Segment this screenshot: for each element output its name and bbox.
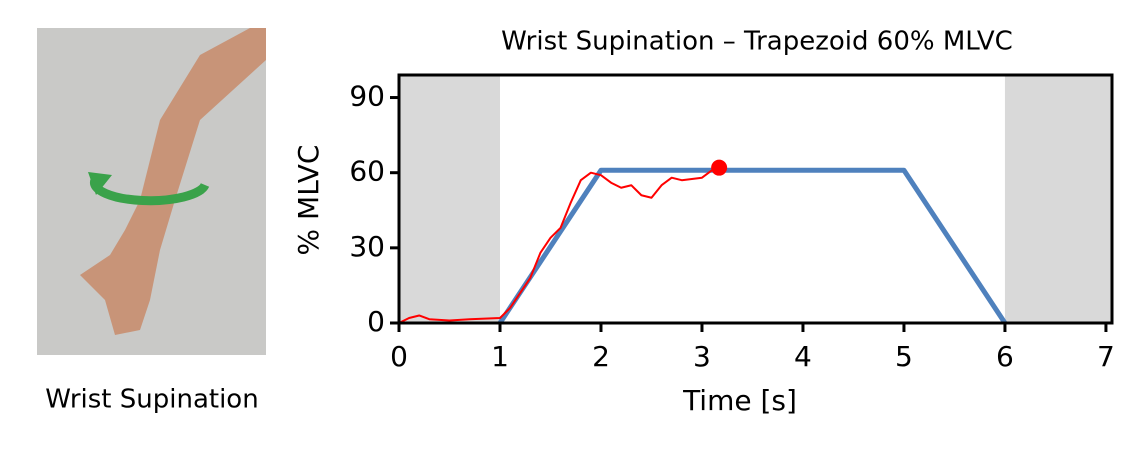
x-tick-label: 6 <box>996 340 1014 373</box>
marker-point <box>711 159 728 176</box>
x-tick-label: 3 <box>693 340 711 373</box>
y-tick-label: 90 <box>349 80 385 113</box>
y-axis-label: % MLVC <box>292 145 325 256</box>
x-tick-label: 7 <box>1097 340 1115 373</box>
x-tick-label: 0 <box>390 340 408 373</box>
shaded-span <box>1004 75 1112 323</box>
x-tick-label: 2 <box>592 340 610 373</box>
x-tick-label: 4 <box>794 340 812 373</box>
data-line <box>398 169 713 324</box>
x-tick-label: 5 <box>895 340 913 373</box>
y-tick-label: 0 <box>367 305 385 338</box>
y-tick-label: 30 <box>349 230 385 263</box>
x-tick-label: 1 <box>491 340 509 373</box>
shaded-span <box>399 75 500 323</box>
y-tick-label: 60 <box>349 155 385 188</box>
chart-title: Wrist Supination – Trapezoid 60% MLVC <box>501 27 1013 57</box>
photo-caption: Wrist Supination <box>45 385 258 415</box>
photo <box>37 28 266 355</box>
data-line <box>497 167 1008 325</box>
plot-frame <box>397 73 1114 325</box>
x-axis-label: Time [s] <box>682 384 797 417</box>
